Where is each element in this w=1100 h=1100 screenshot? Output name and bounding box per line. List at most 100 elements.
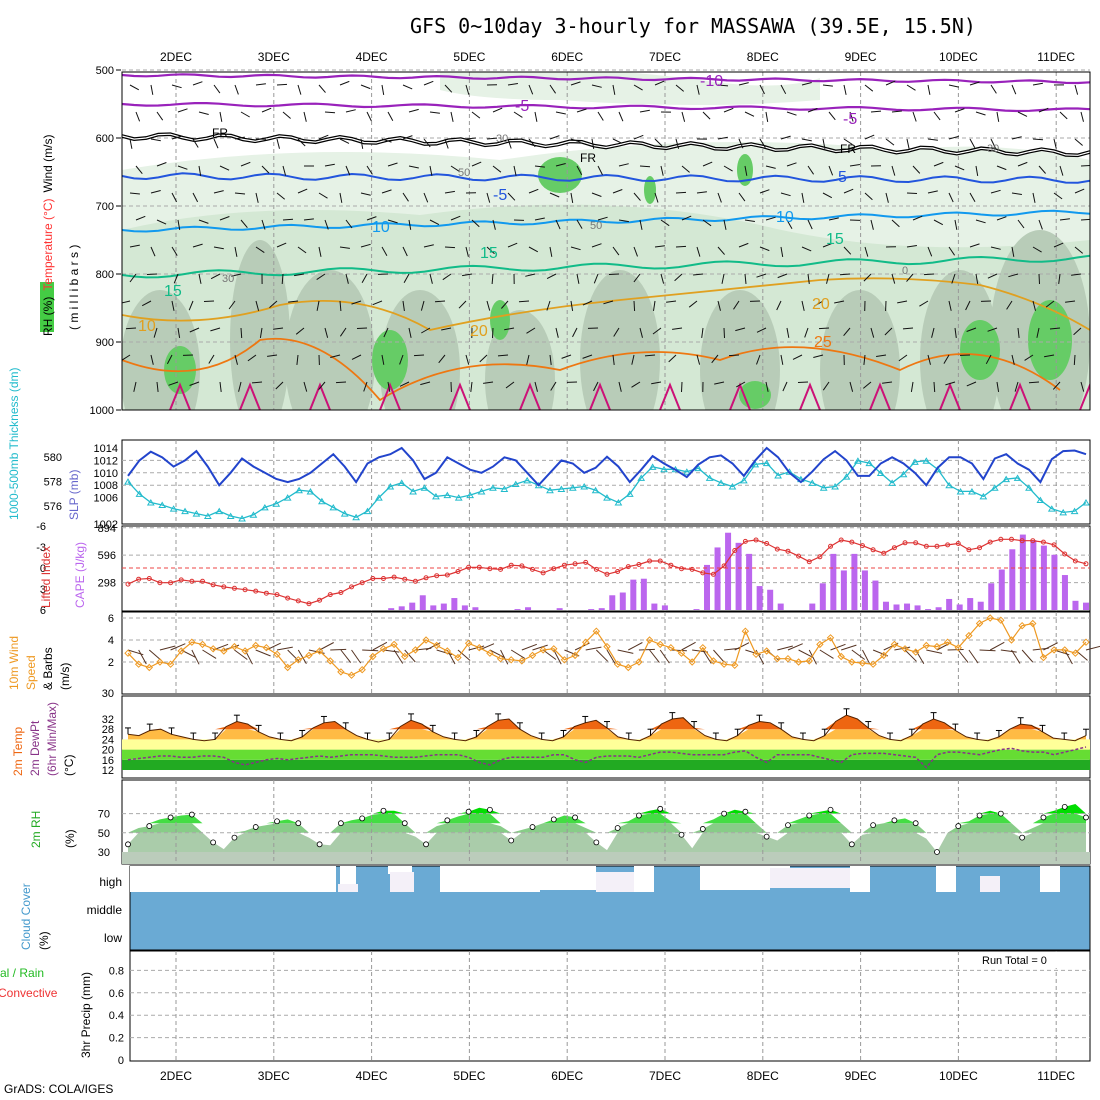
thickness-point bbox=[717, 479, 725, 486]
wind-barb bbox=[339, 192, 343, 203]
wind-barb bbox=[198, 219, 209, 224]
li-tick: 3 bbox=[40, 584, 46, 596]
date-label: 2DEC bbox=[160, 50, 192, 64]
wind-barb bbox=[660, 219, 670, 227]
wind-speed-point bbox=[539, 646, 547, 654]
wind-barb bbox=[714, 381, 725, 385]
wind-barb bbox=[570, 246, 581, 251]
wind-barb bbox=[318, 381, 326, 391]
rh-shade bbox=[230, 240, 290, 410]
wind-barb bbox=[608, 273, 620, 275]
cloud-level: middle bbox=[87, 903, 123, 917]
wind-speed-point bbox=[411, 646, 420, 654]
wind-barb bbox=[381, 138, 392, 143]
wind-barb bbox=[828, 111, 836, 121]
wind-barb bbox=[822, 192, 833, 199]
lifted-index-point bbox=[785, 548, 791, 554]
cape-bar bbox=[472, 607, 479, 610]
wind-barb bbox=[150, 138, 161, 142]
wind-barb bbox=[948, 135, 959, 140]
thickness-point bbox=[226, 512, 235, 520]
wind-barb bbox=[1028, 381, 1040, 384]
wind-barb bbox=[870, 327, 875, 338]
lifted-index-point bbox=[498, 566, 504, 572]
wind-barb-10m bbox=[138, 649, 147, 665]
wind-barb bbox=[863, 354, 866, 365]
thickness-point bbox=[260, 503, 269, 511]
lifted-index-point bbox=[231, 585, 237, 591]
temp-tick: 24 bbox=[102, 734, 114, 746]
lifted-index-point bbox=[327, 592, 333, 598]
date-label: 8DEC bbox=[747, 1069, 779, 1083]
wind-barb bbox=[275, 381, 284, 390]
wind-speed-points bbox=[124, 614, 1090, 679]
precip-tick: 0.4 bbox=[109, 1010, 124, 1022]
ylabel-line: Cloud Cover bbox=[19, 883, 33, 950]
cape-bar bbox=[461, 605, 468, 610]
rh-point bbox=[699, 826, 706, 832]
rh-point bbox=[423, 841, 429, 848]
high-cloud-patch bbox=[770, 868, 850, 888]
wind-barb bbox=[639, 327, 643, 338]
wind-barb bbox=[213, 138, 219, 149]
wind-barb bbox=[192, 192, 199, 203]
rh-point bbox=[337, 820, 344, 827]
wind-ylabel: 10m Wind Speed & Barbs (m/s) bbox=[7, 636, 72, 690]
wind-barb bbox=[744, 165, 748, 176]
date-label: 6DEC bbox=[551, 1069, 583, 1083]
wind-barb bbox=[651, 381, 662, 385]
rh-ylabel: 2m RH (%) bbox=[29, 811, 77, 848]
wind-speed-point bbox=[975, 619, 984, 628]
wind-speed-point bbox=[954, 643, 962, 652]
wind-barb bbox=[780, 354, 784, 365]
wind-barb bbox=[891, 110, 902, 113]
wind-barb bbox=[192, 138, 199, 148]
wind-barb bbox=[843, 327, 851, 337]
high-cloud-patch bbox=[390, 872, 414, 892]
wind-barb bbox=[318, 84, 326, 93]
wind-barb bbox=[906, 192, 918, 194]
thickness-point bbox=[1002, 475, 1011, 483]
wind-barb bbox=[492, 219, 496, 230]
wind-barb bbox=[612, 246, 620, 256]
wind-barb bbox=[1011, 136, 1022, 140]
wind-barb bbox=[717, 192, 722, 203]
isotherm-30 bbox=[239, 382, 261, 410]
thickness-point bbox=[215, 507, 224, 515]
wind-barb bbox=[318, 134, 329, 140]
slp-line bbox=[127, 446, 1087, 487]
thickness-point bbox=[625, 490, 634, 497]
rh-point bbox=[912, 820, 919, 827]
isotherm-30 bbox=[519, 382, 541, 410]
wind-barb bbox=[570, 81, 581, 86]
wind-barb bbox=[251, 381, 263, 384]
high-cloud-patch bbox=[338, 884, 358, 892]
cloud-clear-gaps bbox=[130, 866, 1060, 892]
wind-speed-point bbox=[1050, 646, 1058, 654]
wind-barb bbox=[213, 84, 221, 94]
tick-label: 600 bbox=[96, 133, 114, 145]
wind-barb bbox=[826, 273, 830, 284]
wind-barb bbox=[996, 165, 1007, 171]
lifted-index-point bbox=[1072, 558, 1078, 564]
wind-barb bbox=[561, 354, 572, 359]
cape-bar bbox=[1040, 545, 1047, 610]
thickness-point bbox=[386, 483, 395, 490]
wind-barb bbox=[633, 273, 641, 283]
wind-barb bbox=[297, 84, 302, 95]
precip-tick: 0.2 bbox=[109, 1033, 124, 1045]
wind-barb bbox=[234, 136, 245, 140]
wind-barb bbox=[177, 327, 181, 338]
wind-barb bbox=[948, 84, 959, 88]
wind-barb bbox=[471, 219, 480, 228]
thickness-point bbox=[682, 468, 691, 475]
thickness-point bbox=[819, 484, 828, 491]
wind-barb bbox=[479, 354, 488, 363]
wind-barb bbox=[141, 300, 152, 307]
lifted-index-point bbox=[625, 564, 631, 570]
wind-barb bbox=[738, 138, 744, 149]
rh-point bbox=[274, 818, 280, 825]
ylabel-line: 2m RH bbox=[29, 811, 43, 848]
wind-barb bbox=[339, 300, 342, 312]
wind-speed-point bbox=[656, 640, 664, 649]
